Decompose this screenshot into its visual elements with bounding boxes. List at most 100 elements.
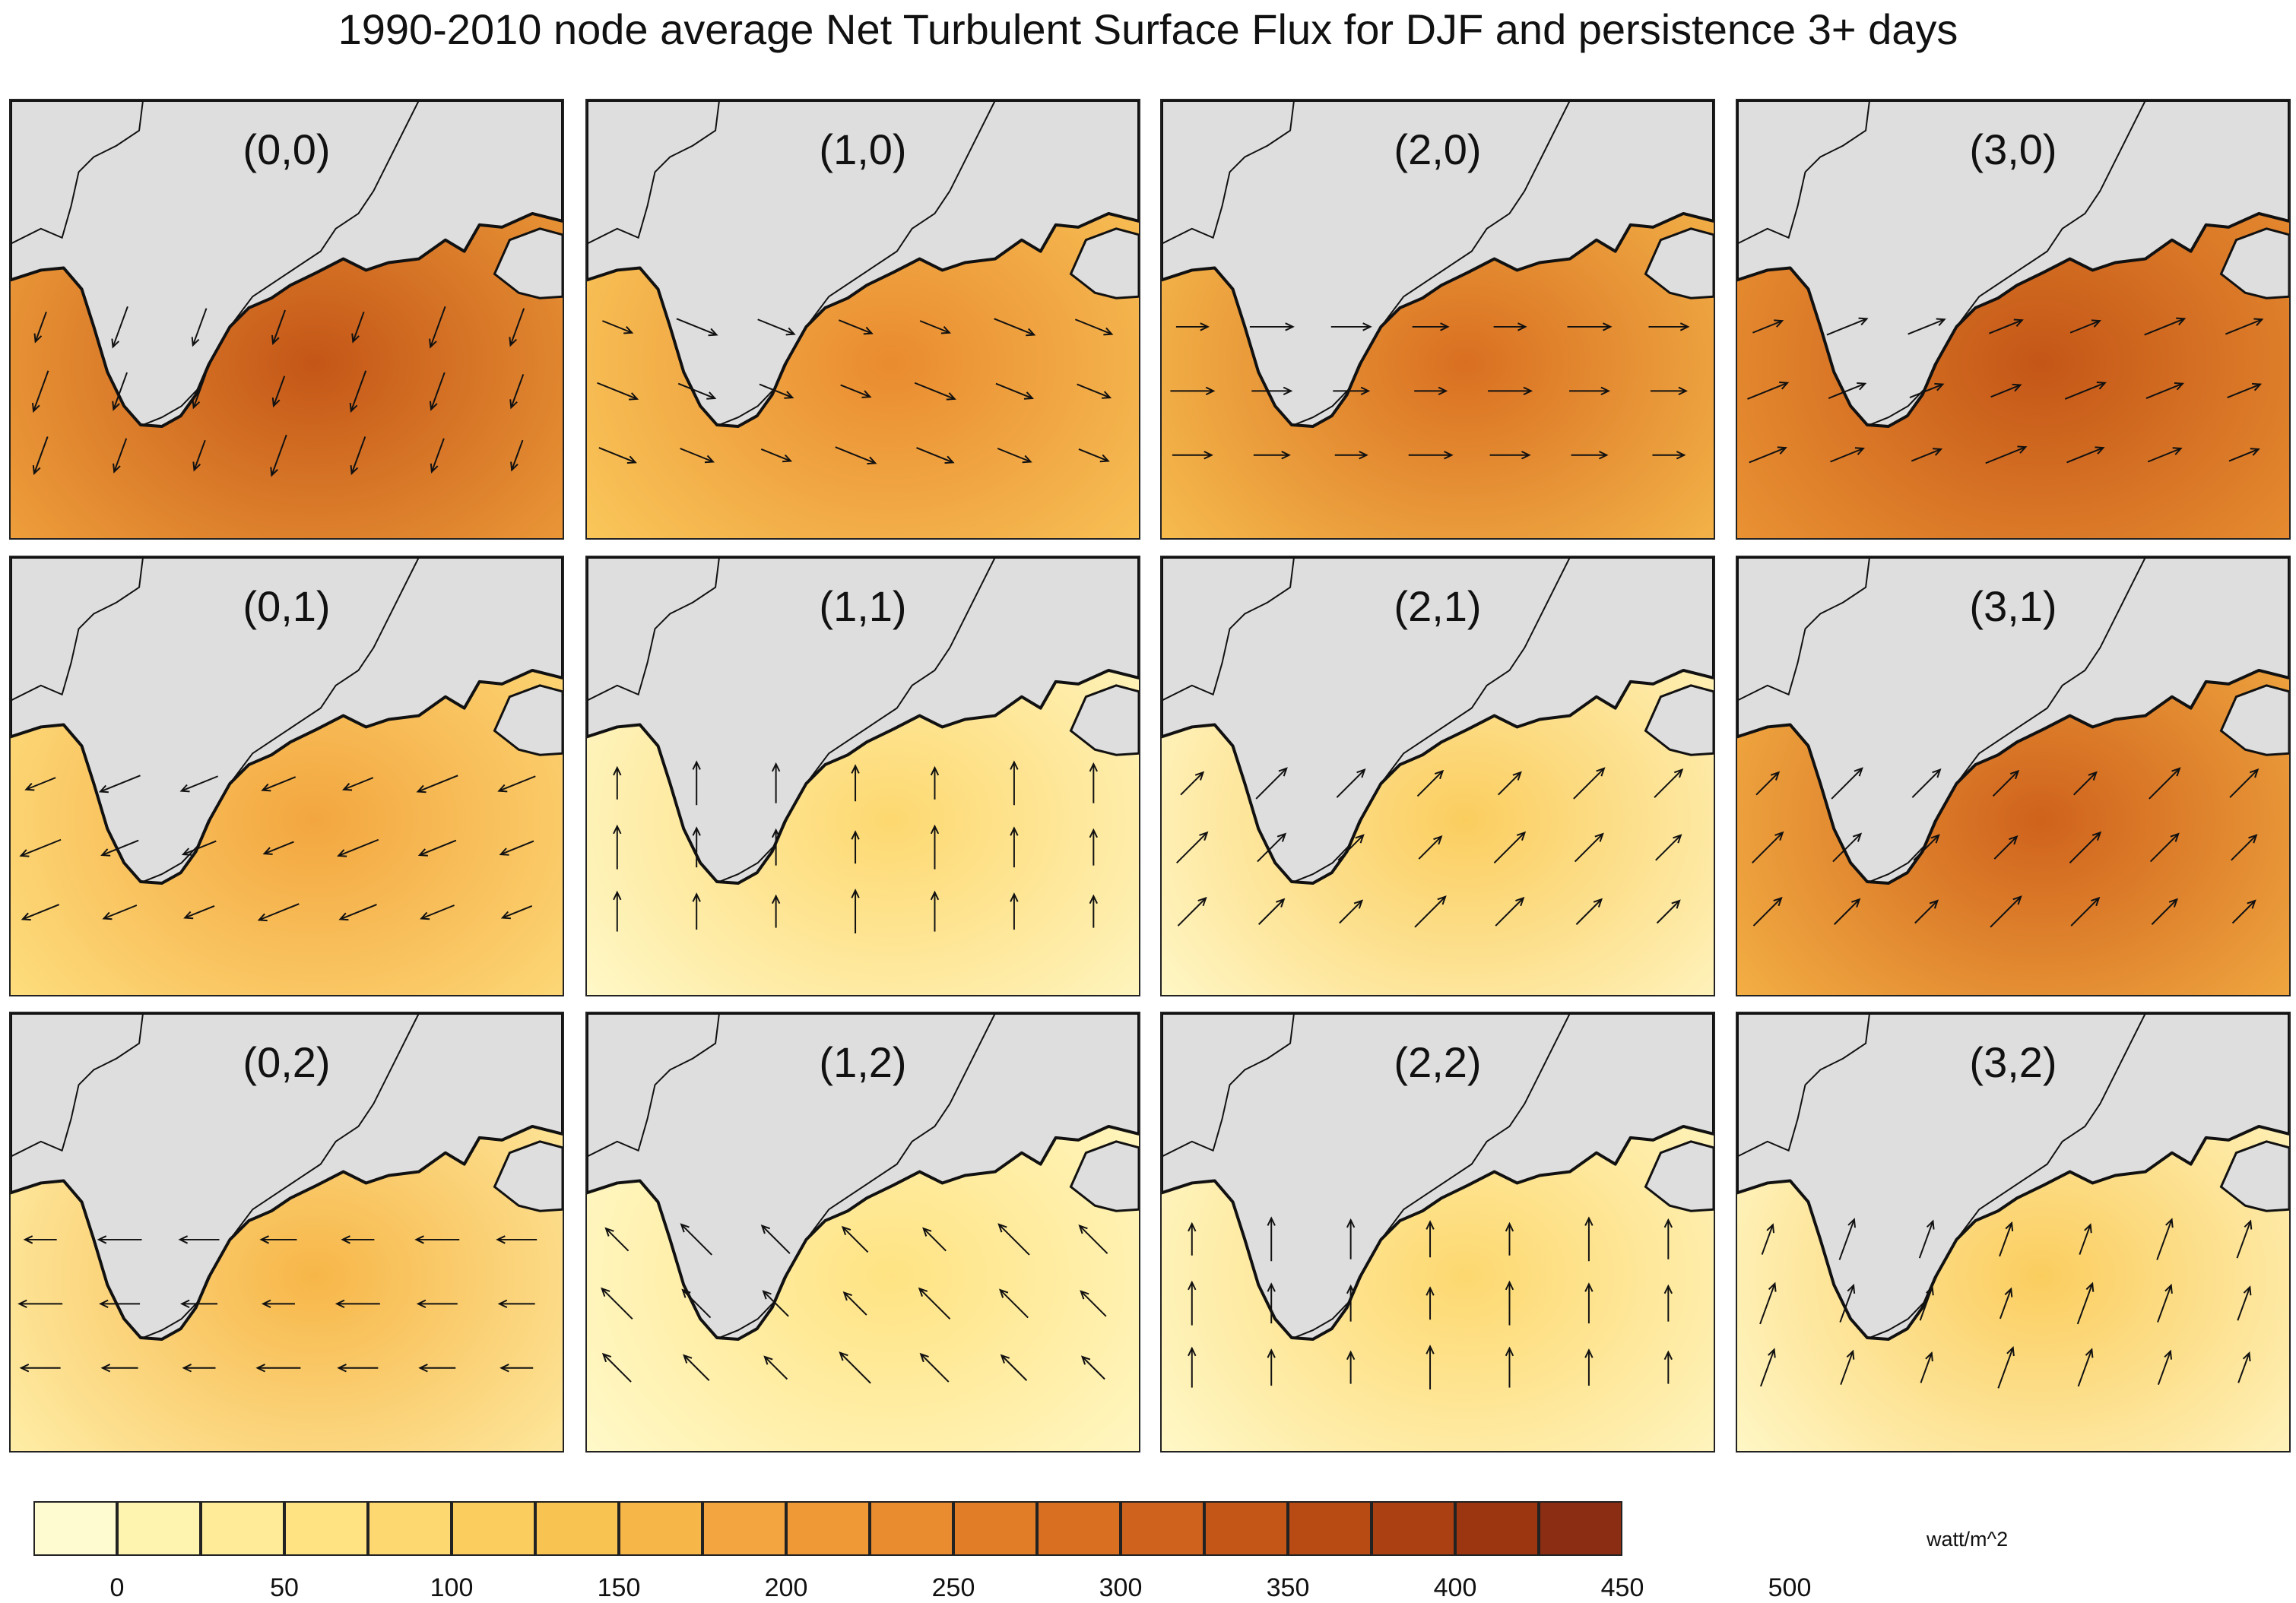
wind-vector <box>1188 1346 1197 1388</box>
wind-vector <box>259 1235 297 1244</box>
wind-vector <box>1267 1282 1276 1324</box>
map-panel: (2,1) <box>1160 556 1715 996</box>
wind-vector <box>1759 1281 1777 1325</box>
wind-vector <box>1180 771 1205 796</box>
wind-vector <box>851 764 860 802</box>
wind-vector <box>497 1299 535 1308</box>
flux-map <box>11 100 563 538</box>
wind-vector <box>759 383 794 399</box>
wind-vector <box>1333 386 1371 395</box>
wind-vector <box>1078 448 1110 463</box>
wind-vector <box>500 905 533 920</box>
wind-vector <box>916 447 955 464</box>
coastline <box>587 100 996 426</box>
wind-vector <box>918 1287 951 1320</box>
landmass <box>1162 100 1714 429</box>
wind-vector <box>1495 896 1525 927</box>
island <box>2219 227 2289 299</box>
wind-vector <box>613 890 622 932</box>
wind-vector <box>418 1364 456 1373</box>
wind-vector <box>19 1364 61 1373</box>
wind-vector <box>191 308 208 347</box>
wind-vector <box>692 892 701 930</box>
wind-vector <box>997 448 1032 464</box>
wind-vector <box>1920 1351 1933 1383</box>
wind-vector <box>995 382 1034 400</box>
wind-vector <box>97 1235 142 1244</box>
wind-vector <box>262 841 294 855</box>
colorbar-tick-label: 350 <box>1266 1573 1310 1602</box>
wind-vector <box>1493 322 1527 331</box>
island <box>1644 684 1714 756</box>
coastline <box>1737 100 2146 426</box>
wind-vector <box>1755 771 1781 796</box>
wind-vector <box>1253 451 1291 460</box>
wind-vector <box>1089 894 1098 928</box>
wind-vector <box>32 436 49 476</box>
wind-vector <box>23 1235 57 1244</box>
wind-vector <box>2073 771 2098 796</box>
coastline <box>11 1013 420 1338</box>
wind-vector <box>1010 760 1019 806</box>
wind-vector <box>1425 1345 1435 1390</box>
wind-vector <box>2227 382 2263 399</box>
wind-vector <box>1997 1346 2015 1389</box>
wind-vector <box>2225 318 2264 335</box>
wind-vector <box>1747 382 1790 400</box>
wind-vector <box>1414 386 1448 395</box>
landmass <box>1737 557 2289 885</box>
wind-vector <box>112 372 128 411</box>
wind-vector <box>1346 1350 1356 1384</box>
wind-vector <box>771 894 781 928</box>
wind-vector <box>33 311 47 344</box>
map-panel: (0,0) <box>9 99 564 540</box>
wind-vector <box>1656 899 1681 924</box>
wind-vector <box>416 1299 458 1308</box>
wind-vector <box>919 320 951 334</box>
wind-vector <box>21 904 60 921</box>
wind-vector <box>680 1223 712 1256</box>
colorbar-box <box>619 1501 702 1556</box>
wind-vector <box>1914 899 1939 924</box>
wind-vector <box>1170 386 1216 395</box>
wind-vector <box>179 775 218 793</box>
wind-vector <box>1257 898 1286 925</box>
wind-vector <box>509 374 525 410</box>
colorbar-tick-label: 200 <box>764 1573 808 1602</box>
coastline <box>1737 557 2146 882</box>
wind-vector <box>98 775 141 794</box>
wind-vector <box>1574 832 1604 863</box>
wind-vector <box>2066 446 2105 464</box>
wind-vector <box>1080 1290 1107 1317</box>
wind-vector <box>261 776 297 792</box>
wind-vector <box>1188 1280 1197 1326</box>
colorbar-tick-label: 450 <box>1600 1573 1644 1602</box>
coastline <box>1162 100 1571 426</box>
wind-vector <box>2237 1351 2251 1383</box>
wind-vector <box>1830 447 1865 463</box>
colorbar-box <box>1037 1501 1121 1556</box>
wind-vector <box>1832 832 1863 863</box>
colorbar-box <box>201 1501 284 1556</box>
wind-vector <box>1418 835 1443 860</box>
wind-vector <box>255 1364 301 1373</box>
wind-vector <box>598 447 637 464</box>
wind-vector <box>1175 322 1210 331</box>
wind-vector <box>2151 898 2179 925</box>
wind-vector <box>1990 895 2022 928</box>
wind-vector <box>681 1288 712 1319</box>
wind-vector <box>1999 1221 2014 1257</box>
wind-vector <box>1992 769 2020 797</box>
wind-vector <box>1336 768 1366 798</box>
wind-vector <box>1177 896 1207 927</box>
units-label: watt/m^2 <box>1927 1528 2009 1551</box>
wind-vector <box>1089 828 1098 866</box>
flux-map <box>587 1013 1139 1451</box>
wind-vector <box>841 1225 869 1253</box>
map-panel: (3,2) <box>1736 1012 2291 1453</box>
wind-vector <box>1648 322 1690 331</box>
landmass <box>1737 1013 2289 1342</box>
wind-vector <box>1760 1348 1776 1387</box>
wind-vector <box>613 824 622 870</box>
wind-vector <box>1652 451 1686 460</box>
